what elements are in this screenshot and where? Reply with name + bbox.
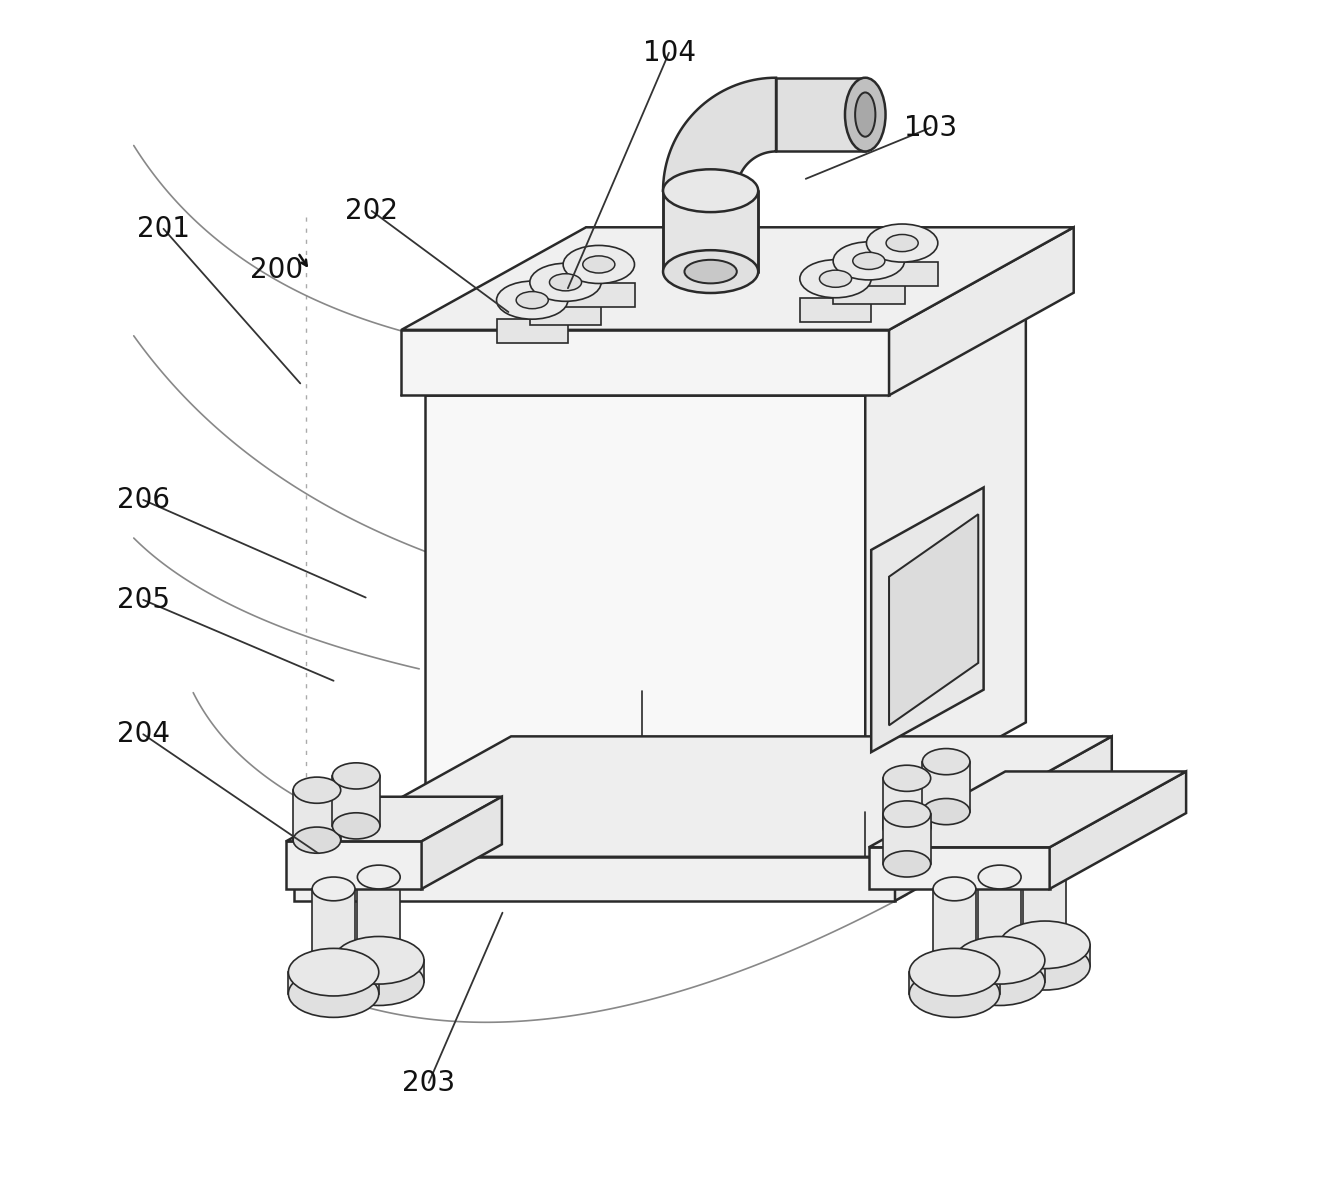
Ellipse shape [563,245,634,283]
Ellipse shape [883,801,931,827]
Polygon shape [496,319,567,343]
Polygon shape [425,396,866,811]
Ellipse shape [800,259,871,298]
Polygon shape [664,78,776,191]
Polygon shape [867,262,938,286]
Ellipse shape [293,777,341,803]
Polygon shape [286,841,421,889]
Polygon shape [895,736,1112,901]
Text: 103: 103 [904,114,957,142]
Polygon shape [933,889,975,973]
Polygon shape [1049,772,1185,889]
Polygon shape [563,283,634,307]
Polygon shape [800,298,871,321]
Ellipse shape [922,748,970,774]
Polygon shape [530,301,601,325]
Ellipse shape [886,234,918,252]
Ellipse shape [685,259,737,283]
Ellipse shape [333,937,424,983]
Ellipse shape [333,958,424,1005]
Ellipse shape [852,252,884,269]
Text: 202: 202 [345,197,399,225]
Polygon shape [421,797,502,889]
Text: 206: 206 [116,486,170,514]
Ellipse shape [550,274,582,290]
Ellipse shape [293,827,341,853]
Ellipse shape [933,877,975,901]
Polygon shape [312,889,355,973]
Ellipse shape [922,798,970,825]
Ellipse shape [834,241,904,280]
Polygon shape [332,776,380,826]
Text: 104: 104 [642,38,696,67]
Ellipse shape [496,281,567,319]
Polygon shape [293,790,341,840]
Ellipse shape [583,256,615,272]
Polygon shape [888,227,1073,396]
Polygon shape [922,761,970,811]
Ellipse shape [867,223,938,262]
Ellipse shape [846,78,886,152]
Polygon shape [888,514,978,725]
Ellipse shape [516,292,549,308]
Polygon shape [868,847,1049,889]
Polygon shape [664,191,759,271]
Ellipse shape [954,958,1045,1005]
Polygon shape [357,877,400,961]
Ellipse shape [664,250,759,293]
Polygon shape [954,961,1045,981]
Ellipse shape [954,937,1045,983]
Ellipse shape [999,943,1090,989]
Polygon shape [866,306,1026,811]
Polygon shape [978,877,1021,961]
Ellipse shape [530,263,601,301]
Ellipse shape [664,170,759,213]
Polygon shape [868,772,1185,847]
Polygon shape [294,736,1112,857]
Polygon shape [333,961,424,981]
Polygon shape [883,814,931,864]
Polygon shape [289,973,379,993]
Ellipse shape [289,949,379,995]
Text: 205: 205 [116,586,170,614]
Polygon shape [425,306,1026,396]
Ellipse shape [910,949,999,995]
Text: 204: 204 [116,721,170,748]
Polygon shape [999,945,1090,967]
Polygon shape [910,973,999,993]
Ellipse shape [819,270,851,287]
Ellipse shape [883,851,931,877]
Ellipse shape [883,765,931,791]
Polygon shape [1024,862,1066,945]
Polygon shape [401,227,1073,330]
Text: 200: 200 [250,257,302,284]
Ellipse shape [910,970,999,1017]
Ellipse shape [978,865,1021,889]
Text: 201: 201 [136,215,190,243]
Polygon shape [776,78,866,152]
Polygon shape [871,488,983,752]
Ellipse shape [883,815,931,841]
Ellipse shape [1024,850,1066,874]
Ellipse shape [999,921,1090,969]
Ellipse shape [357,865,400,889]
Polygon shape [834,280,904,304]
Ellipse shape [312,877,355,901]
Polygon shape [294,857,895,901]
Ellipse shape [289,970,379,1017]
Polygon shape [883,778,931,828]
Ellipse shape [332,762,380,789]
Polygon shape [401,330,888,396]
Ellipse shape [332,813,380,839]
Polygon shape [286,797,502,841]
Ellipse shape [855,92,875,136]
Text: 203: 203 [403,1068,455,1097]
